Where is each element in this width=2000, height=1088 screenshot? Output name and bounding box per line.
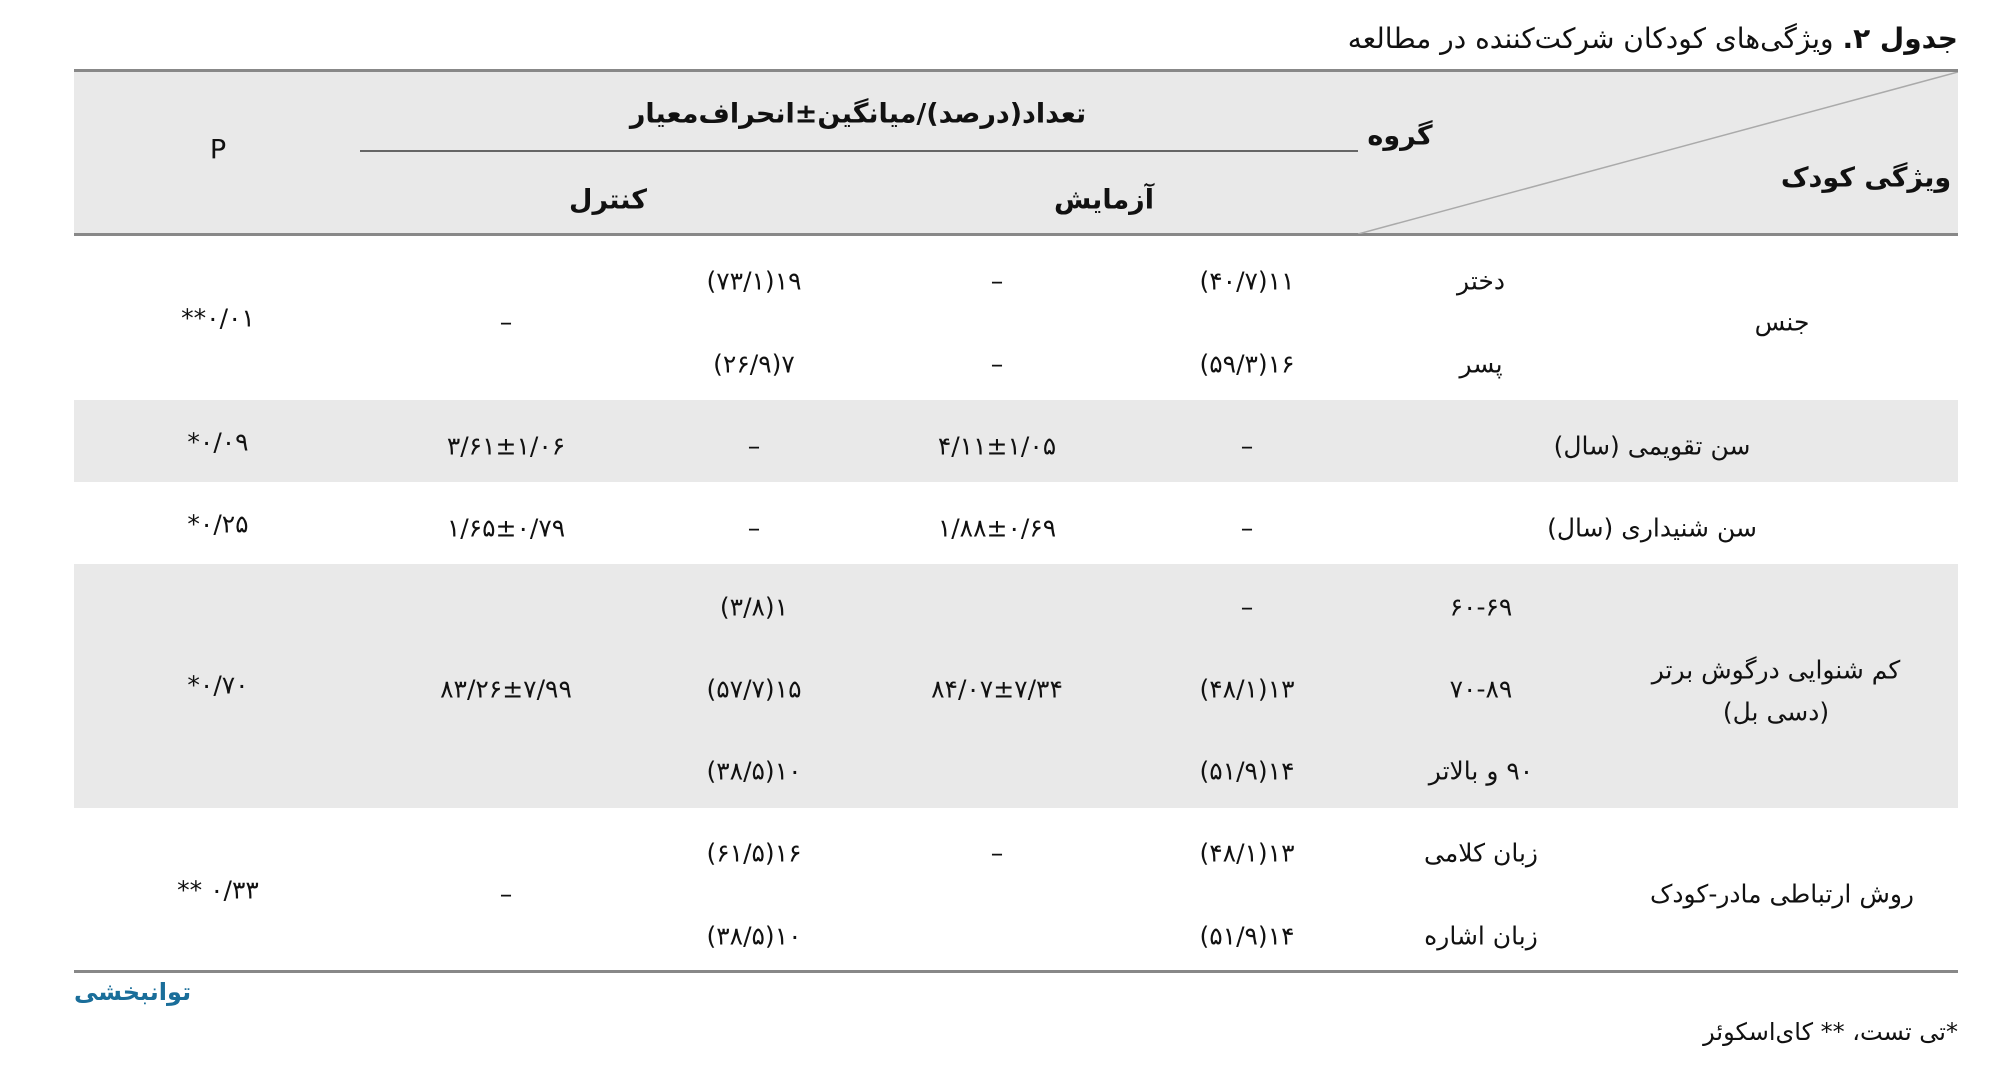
exp-mean: ۱/۸۸±۰/۶۹	[937, 513, 1057, 543]
header-experiment: آزمایش	[1054, 184, 1154, 216]
header-control: کنترل	[569, 184, 647, 216]
exp-n: ۱۳(۴۸/۱)	[1199, 674, 1295, 704]
ctrl-n: ۱(۳/۸)	[719, 592, 789, 622]
bottom-rule	[74, 970, 1958, 973]
subcategory: پسر	[1459, 349, 1503, 379]
ctrl-n: –	[747, 513, 761, 543]
exp-n: ۱۳(۴۸/۱)	[1199, 838, 1295, 868]
header-p: P	[209, 134, 227, 166]
header-child-feature: ویژگی کودک	[1780, 162, 1952, 194]
table-title: جدول ۲. ویژگی‌های کودکان شرکت‌کننده در م…	[1347, 22, 1958, 55]
row-band	[74, 564, 1958, 808]
ctrl-mean: ۸۳/۲۶±۷/۹۹	[440, 674, 572, 704]
ctrl-mean: ۱/۶۵±۰/۷۹	[446, 513, 566, 543]
subcategory: زبان اشاره	[1424, 921, 1538, 951]
footnote: *تی تست، ** کای‌اسکوئر	[1703, 1018, 1958, 1046]
category: سن تقویمی (سال)	[1553, 431, 1751, 461]
subcategory: زبان کلامی	[1423, 838, 1539, 868]
header-stat: تعداد(درصد)/میانگین±انحراف‌معیار	[629, 98, 1087, 130]
category: جنس	[1754, 307, 1810, 337]
ctrl-n: ۱۵(۵۷/۷)	[706, 674, 802, 704]
ctrl-mean: –	[499, 307, 513, 337]
exp-n: ۱۱(۴۰/۷)	[1199, 266, 1295, 296]
ctrl-n: ۱۰(۳۸/۵)	[706, 921, 802, 951]
p-value: ۰/۰۱**	[181, 303, 255, 333]
header-group: گروه	[1367, 120, 1433, 152]
category: کم شنوایی درگوش برتر	[1651, 655, 1901, 685]
journal-logo: توانبخشی	[74, 978, 192, 1006]
exp-n: ۱۶(۵۹/۳)	[1199, 349, 1295, 379]
p-value: ۰/۲۵*	[187, 509, 249, 539]
ctrl-n: ۱۶(۶۱/۵)	[706, 838, 802, 868]
row-band	[74, 400, 1958, 482]
exp-mean: ۴/۱۱±۱/۰۵	[937, 431, 1057, 461]
category: روش ارتباطی مادر-کودک	[1650, 879, 1914, 909]
p-value: ۰/۰۹*	[187, 427, 249, 457]
p-value: ۰/۷۰*	[187, 670, 249, 700]
header-rule	[74, 233, 1958, 236]
subcategory: ۷۰-۸۹	[1449, 674, 1513, 704]
exp-dash: –	[990, 349, 1004, 379]
ctrl-mean: –	[499, 879, 513, 909]
diagonal-divider	[1358, 72, 1958, 234]
stat-underline	[360, 150, 1358, 152]
exp-n: ۱۴(۵۱/۹)	[1199, 921, 1295, 951]
ctrl-n: ۱۹(۷۳/۱)	[706, 266, 802, 296]
exp-n: –	[1240, 431, 1254, 461]
category-unit: (دسی بل)	[1722, 697, 1830, 727]
ctrl-n: –	[747, 431, 761, 461]
ctrl-mean: ۳/۶۱±۱/۰۶	[446, 431, 566, 461]
exp-mean: ۸۴/۰۷±۷/۳۴	[931, 674, 1063, 704]
exp-n: ۱۴(۵۱/۹)	[1199, 756, 1295, 786]
subcategory: ۹۰ و بالاتر	[1428, 756, 1534, 786]
ctrl-n: ۱۰(۳۸/۵)	[706, 756, 802, 786]
top-rule	[74, 69, 1958, 72]
subcategory: دختر	[1457, 266, 1505, 296]
exp-n: –	[1240, 513, 1254, 543]
exp-n: –	[1240, 592, 1254, 622]
exp-dash: –	[990, 266, 1004, 296]
p-value: ۰/۳۳ **	[177, 875, 259, 905]
ctrl-n: ۷(۲۶/۹)	[713, 349, 795, 379]
header-band	[74, 70, 1958, 235]
exp-mean: –	[990, 838, 1004, 868]
subcategory: ۶۰-۶۹	[1449, 592, 1513, 622]
category: سن شنیداری (سال)	[1547, 513, 1757, 543]
